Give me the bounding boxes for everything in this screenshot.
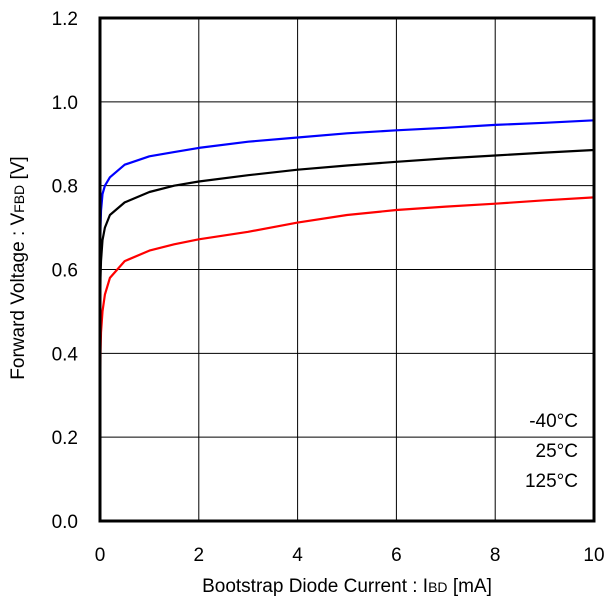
y-tick-label: 0.4 xyxy=(52,344,79,365)
y-tick-label: 0.6 xyxy=(52,261,78,282)
x-tick-labels: 0 2 4 6 8 10 xyxy=(95,545,605,566)
legend-entry-minus40: -40°C xyxy=(529,411,578,432)
y-axis-label-subscript: FBD xyxy=(11,185,27,213)
x-tick-label: 2 xyxy=(194,545,205,566)
x-tick-label: 4 xyxy=(292,545,303,566)
x-tick-label: 10 xyxy=(583,545,604,566)
series-line-0 xyxy=(98,119,595,270)
y-tick-label: 1.0 xyxy=(52,93,78,114)
grid-lines xyxy=(100,18,594,521)
x-axis-label-subscript: BD xyxy=(428,579,447,595)
x-tick-label: 0 xyxy=(95,545,106,566)
x-tick-label: 8 xyxy=(490,545,501,566)
x-axis-label: Bootstrap Diode Current : IBD [mA] xyxy=(202,576,492,597)
legend-entry-25: 25°C xyxy=(536,441,578,462)
y-tick-label: 0.2 xyxy=(52,428,78,449)
y-axis-label-main: Forward Voltage : V xyxy=(8,213,29,380)
y-tick-labels: 0.0 0.2 0.4 0.6 0.8 1.0 1.2 xyxy=(52,9,79,533)
series-line-2 xyxy=(98,196,595,442)
y-tick-label: 0.0 xyxy=(52,512,78,533)
x-axis-label-unit: [mA] xyxy=(448,576,492,597)
series-line-1 xyxy=(98,148,595,333)
legend-entry-125: 125°C xyxy=(525,471,578,492)
y-tick-label: 1.2 xyxy=(52,9,78,30)
y-axis-label: Forward Voltage : VFBD [V] xyxy=(8,156,29,379)
x-axis-label-main: Bootstrap Diode Current : I xyxy=(202,576,428,597)
y-tick-label: 0.8 xyxy=(52,177,78,198)
x-tick-label: 6 xyxy=(391,545,402,566)
plot-frame xyxy=(98,16,596,523)
y-axis-label-unit: [V] xyxy=(8,156,29,185)
series-lines xyxy=(98,119,595,442)
